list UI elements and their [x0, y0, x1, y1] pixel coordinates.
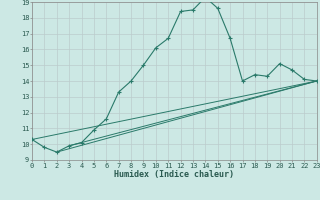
X-axis label: Humidex (Indice chaleur): Humidex (Indice chaleur) [115, 170, 234, 179]
